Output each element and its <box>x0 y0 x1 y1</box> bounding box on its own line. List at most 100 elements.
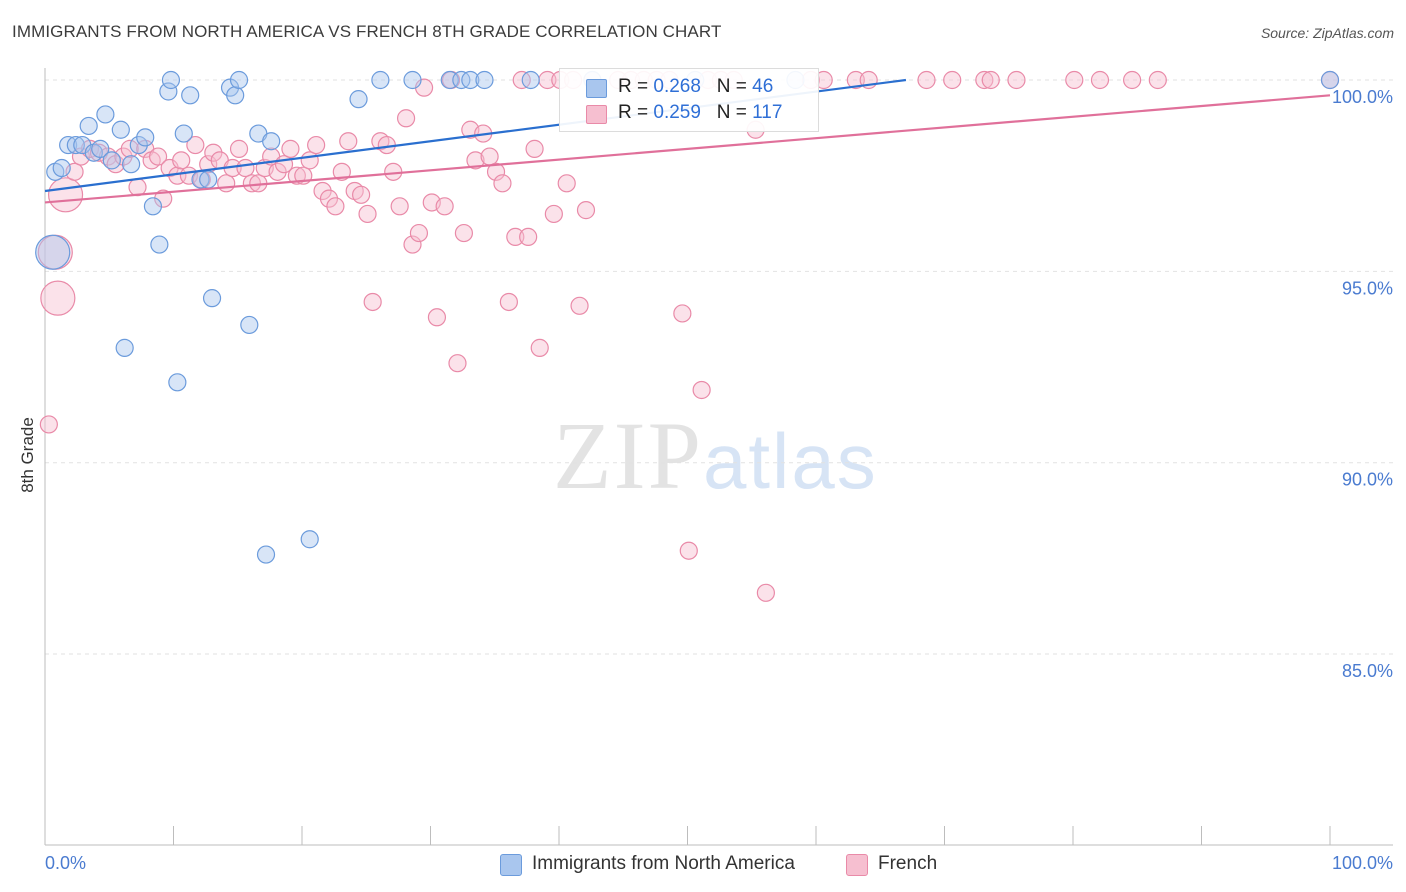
french-point <box>128 178 147 197</box>
immigrants-point <box>371 70 390 90</box>
x-tick-label: 100.0% <box>1332 853 1393 873</box>
french-point <box>172 151 191 170</box>
legend-r-value: 0.259 <box>653 102 701 123</box>
immigrants-point <box>96 105 115 124</box>
legend-n-value: 117 <box>752 102 783 123</box>
watermark-zip: ZIP <box>553 402 703 509</box>
series-legend: Immigrants from North America French <box>0 853 1406 877</box>
immigrants-point <box>35 234 71 270</box>
axes <box>44 68 1393 846</box>
french-point <box>186 135 205 155</box>
french-point <box>148 147 168 166</box>
french-point <box>466 151 485 170</box>
french-point <box>435 197 454 216</box>
x-tick-label: 0.0% <box>45 853 86 873</box>
immigrants-point <box>1320 70 1340 90</box>
french-point <box>358 204 377 224</box>
french-point <box>396 109 416 128</box>
legend-text-french: R = 0.259 N = 117 <box>618 102 782 124</box>
legend-r-label: R = <box>618 76 654 97</box>
y-tick-label: 100.0% <box>1332 87 1393 107</box>
immigrants-point <box>403 70 422 90</box>
immigrants-point <box>202 289 222 308</box>
french-point <box>281 139 300 158</box>
french-point <box>493 174 512 193</box>
french-point <box>576 201 596 220</box>
immigrants-point <box>115 338 134 357</box>
tick-labels: 100.0% 95.0% 90.0% 85.0% 0.0% 100.0% 8th Grade <box>18 87 1393 873</box>
immigrants-point <box>300 530 319 549</box>
source-label: Source: ZipAtlas.com <box>1260 25 1394 41</box>
french-point <box>363 292 382 312</box>
immigrants-point <box>161 70 181 90</box>
immigrants-point <box>181 86 200 105</box>
french-point <box>217 174 236 193</box>
french-point <box>975 70 994 90</box>
french-point <box>1065 70 1084 90</box>
french-point <box>544 204 563 224</box>
french-point <box>448 354 467 373</box>
french-point <box>154 189 173 208</box>
french-point <box>673 304 692 323</box>
french-point <box>519 227 538 247</box>
french-point <box>326 197 345 216</box>
immigrants-point <box>143 197 163 216</box>
french-point <box>679 541 698 560</box>
legend-n-label: N = <box>716 76 753 97</box>
y-tick-label: 85.0% <box>1342 661 1393 681</box>
french-point <box>570 296 589 315</box>
immigrants-point <box>91 139 110 158</box>
watermark-atlas: atlas <box>703 417 878 505</box>
french-point <box>390 197 409 216</box>
immigrants-point <box>521 70 540 90</box>
legend-r-value: 0.268 <box>653 76 701 97</box>
french-point <box>120 139 139 158</box>
immigrants-point <box>59 135 78 155</box>
immigrants-point <box>121 155 141 174</box>
immigrants-point <box>66 135 85 155</box>
immigrants-point <box>168 373 187 392</box>
french-point <box>480 147 499 166</box>
french-point <box>229 139 249 158</box>
french-point <box>300 151 319 170</box>
french-point <box>339 132 358 151</box>
french-point <box>486 162 506 181</box>
french-point <box>1090 70 1110 90</box>
immigrants-point <box>159 82 178 101</box>
immigrants-point <box>102 151 121 170</box>
legend-n-value: 46 <box>752 76 774 97</box>
french-point <box>1007 70 1026 90</box>
french-point <box>409 223 429 243</box>
french-point <box>943 70 962 90</box>
immigrants-point <box>174 124 193 143</box>
french-point <box>332 162 351 181</box>
immigrants-point <box>150 235 169 254</box>
french-point <box>981 70 1000 90</box>
legend-text-immigrants: R = 0.268 N = 46 <box>618 76 773 98</box>
series-immigrants-points <box>35 70 1340 564</box>
immigrants-point <box>240 315 259 335</box>
french-point <box>427 308 447 327</box>
legend-swatch-blue <box>500 854 522 876</box>
immigrants-point <box>199 170 218 189</box>
french-point <box>236 158 255 178</box>
french-point <box>242 174 261 193</box>
legend-swatch-pink <box>846 854 868 876</box>
immigrants-point <box>475 70 494 90</box>
immigrants-point <box>111 120 130 139</box>
y-axis-label: 8th Grade <box>18 417 37 493</box>
french-point <box>287 166 306 185</box>
immigrants-point <box>229 70 249 90</box>
french-point <box>1123 70 1142 90</box>
series-french-points <box>37 70 1340 602</box>
immigrants-point <box>136 128 155 147</box>
legend-label-immigrants: Immigrants from North America <box>532 853 795 874</box>
legend-r-label: R = <box>618 102 654 123</box>
french-point <box>307 135 326 155</box>
french-point <box>352 185 371 204</box>
y-tick-label: 90.0% <box>1342 470 1393 490</box>
legend-swatch-pink <box>586 105 607 124</box>
french-point <box>917 70 936 90</box>
french-point <box>846 70 865 90</box>
